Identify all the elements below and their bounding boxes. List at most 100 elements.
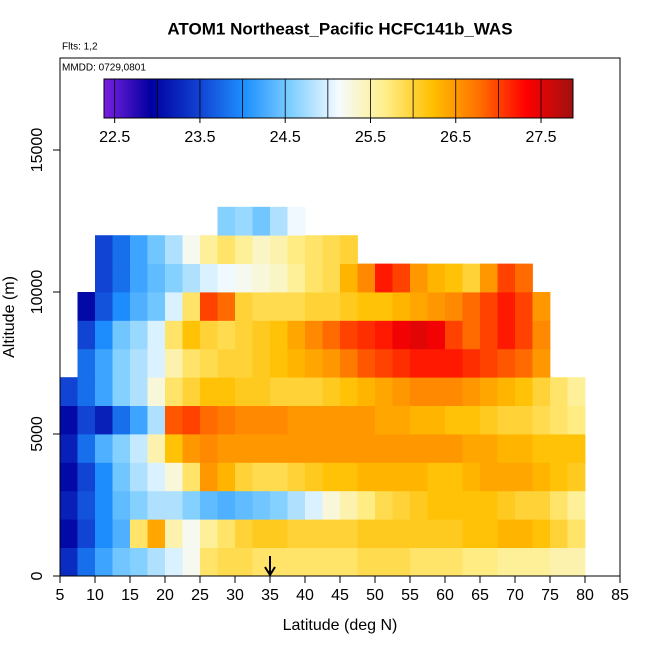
heat-cell <box>305 405 323 435</box>
x-tick-label: 85 <box>611 587 629 604</box>
heat-cell <box>252 348 271 378</box>
heat-cell <box>497 377 516 407</box>
heat-cell <box>270 434 288 463</box>
heat-cell <box>445 263 463 293</box>
heat-cell <box>95 405 113 435</box>
heat-cell <box>497 292 516 321</box>
heat-cell <box>322 348 341 378</box>
heat-cell <box>200 547 218 577</box>
heat-cell <box>462 405 481 435</box>
flights-label: Flts: 1,2 <box>62 42 98 53</box>
heat-cell <box>480 348 498 378</box>
heat-cell <box>322 235 341 265</box>
heat-cell <box>147 462 166 492</box>
heat-cell <box>375 519 393 549</box>
heat-cell <box>375 434 393 463</box>
heat-cell <box>445 490 463 520</box>
heat-cell <box>532 462 551 492</box>
heat-cell <box>392 462 411 492</box>
heat-cell <box>550 405 568 435</box>
heat-cell <box>77 405 96 435</box>
heat-cell <box>515 348 533 378</box>
heat-cell <box>410 547 428 577</box>
heat-cell <box>445 292 463 321</box>
heat-cell <box>252 263 271 293</box>
heat-cell <box>357 263 376 293</box>
heat-cell <box>60 462 78 492</box>
heat-cell <box>112 490 131 520</box>
heat-cell <box>410 320 428 350</box>
heat-cell <box>130 235 148 265</box>
heat-cell <box>287 405 306 435</box>
heat-cell <box>410 490 428 520</box>
heat-cell <box>182 320 201 350</box>
heat-cell <box>357 462 376 492</box>
heat-cell <box>392 434 411 463</box>
heat-cell <box>130 490 148 520</box>
heat-cell <box>567 434 586 463</box>
heat-cell <box>445 348 463 378</box>
heat-cell <box>567 405 586 435</box>
heat-cell <box>252 434 271 463</box>
heat-cell <box>340 263 358 293</box>
heat-cell <box>147 519 166 549</box>
heat-cell <box>77 547 96 577</box>
heat-cell <box>182 235 201 265</box>
heat-cell <box>410 348 428 378</box>
heat-cell <box>95 292 113 321</box>
heat-cell <box>375 320 393 350</box>
heat-cell <box>270 292 288 321</box>
heat-cell <box>515 377 533 407</box>
x-axis-label: Latitude (deg N) <box>283 617 398 634</box>
heat-cell <box>112 547 131 577</box>
heat-cell <box>287 263 306 293</box>
heat-cell <box>130 320 148 350</box>
heat-cell <box>497 320 516 350</box>
colorbar <box>103 78 574 119</box>
heat-cell <box>532 434 551 463</box>
x-tick-label: 75 <box>541 587 559 604</box>
heat-cell <box>305 292 323 321</box>
heat-cell <box>182 377 201 407</box>
arrow-head <box>264 566 276 577</box>
colorbar-tick-label: 24.5 <box>270 129 301 146</box>
heat-cell <box>95 320 113 350</box>
heat-cell <box>375 405 393 435</box>
heat-cell <box>147 292 166 321</box>
heat-cell <box>60 547 78 577</box>
heat-cell <box>515 320 533 350</box>
heat-cell <box>340 547 358 577</box>
heat-cell <box>322 292 341 321</box>
heat-cell <box>60 490 78 520</box>
heat-cell <box>95 348 113 378</box>
heat-cell <box>270 405 288 435</box>
heat-cell <box>305 519 323 549</box>
heat-cell <box>112 519 131 549</box>
x-tick-label: 40 <box>296 587 314 604</box>
heat-cell <box>217 405 236 435</box>
heat-cell <box>515 547 533 577</box>
heat-cell <box>532 377 551 407</box>
heat-cell <box>217 490 236 520</box>
heat-cell <box>445 462 463 492</box>
heat-cell <box>77 519 96 549</box>
heat-cell <box>480 462 498 492</box>
heat-cell <box>60 377 78 407</box>
heat-cell <box>462 462 481 492</box>
heat-cell <box>462 320 481 350</box>
x-tick-label: 35 <box>261 587 279 604</box>
heat-cell <box>567 519 586 549</box>
heat-cell <box>532 405 551 435</box>
heat-cell <box>305 434 323 463</box>
heat-cell <box>252 405 271 435</box>
heat-cell <box>462 377 481 407</box>
heat-cell <box>445 519 463 549</box>
y-tick-label: 5000 <box>29 416 46 452</box>
heat-cell <box>375 292 393 321</box>
heat-cell <box>410 405 428 435</box>
heat-cell <box>357 490 376 520</box>
heat-cell <box>305 263 323 293</box>
heat-cell <box>165 292 183 321</box>
y-tick-label: 15000 <box>29 128 46 173</box>
